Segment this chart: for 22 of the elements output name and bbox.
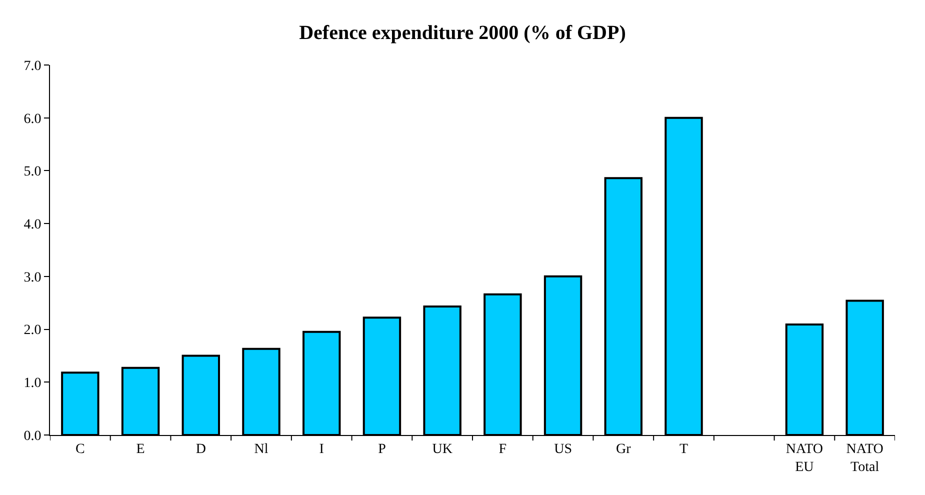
y-tick-label: 6.0	[24, 112, 42, 127]
y-tick-label: 5.0	[24, 164, 42, 180]
x-tick-label: Gr	[616, 442, 632, 457]
x-tick-label: NATO Total	[846, 442, 884, 475]
x-tick-label: UK	[432, 442, 452, 457]
y-tick-label: 1.0	[24, 376, 42, 392]
x-tick-label: I	[319, 442, 324, 457]
x-tick-label: US	[554, 442, 572, 457]
x-tick-label: T	[679, 442, 688, 457]
x-tick-label: P	[378, 442, 386, 457]
y-tick-label: 3.0	[24, 270, 42, 286]
y-tick-label: 4.0	[24, 217, 42, 232]
x-tick-label: NATO EU	[786, 442, 823, 475]
y-tick-label: 2.0	[24, 323, 42, 338]
y-tick-label: 7.0	[24, 58, 42, 74]
x-tick-label: Nl	[254, 442, 268, 457]
x-tick-label: E	[136, 442, 145, 457]
chart-title: Defence expenditure 2000 (% of GDP)	[299, 22, 626, 44]
x-tick-label: C	[76, 442, 85, 457]
x-tick-label: D	[196, 442, 206, 457]
y-tick-label: 0.0	[24, 428, 42, 444]
x-tick-label: F	[498, 442, 507, 457]
